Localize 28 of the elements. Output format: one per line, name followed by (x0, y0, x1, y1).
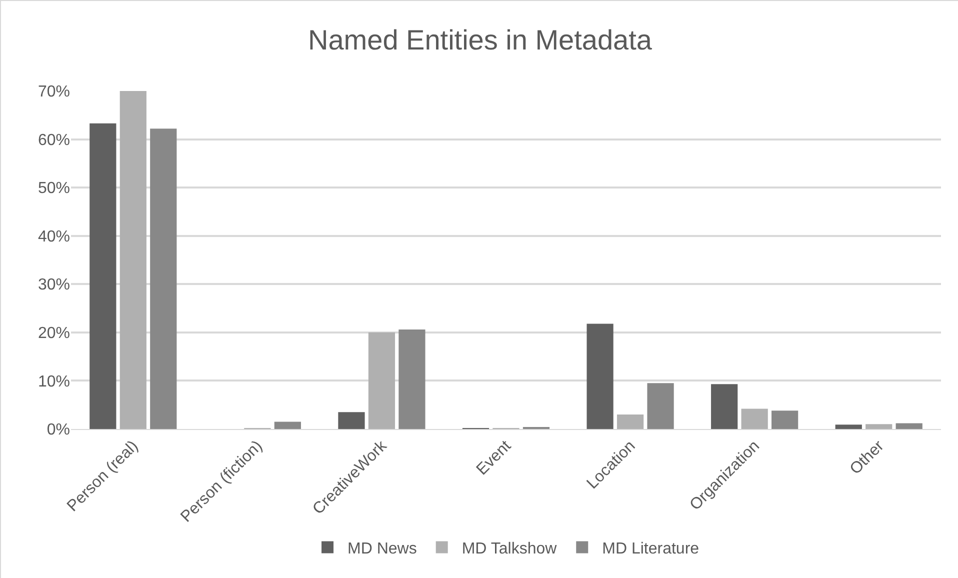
bar (647, 383, 674, 429)
bar (274, 422, 301, 429)
y-tick-label: 20% (38, 325, 70, 342)
y-tick-label: 60% (38, 132, 70, 149)
y-tick-label: 0% (46, 422, 70, 439)
legend-label: MD Literature (602, 540, 700, 558)
bar (338, 412, 365, 429)
y-tick-label: 30% (38, 276, 70, 294)
legend-label: MD Talkshow (462, 540, 558, 558)
y-tick-label: 40% (38, 228, 70, 246)
bar (90, 123, 116, 429)
y-tick-label: 10% (38, 373, 70, 390)
legend-label: MD News (348, 540, 417, 558)
bar (368, 332, 396, 429)
bar (866, 424, 892, 429)
bar (896, 423, 922, 429)
bar (772, 410, 798, 429)
bar (835, 424, 862, 429)
y-tick-label: 70% (38, 84, 70, 101)
bar (150, 128, 177, 429)
bar (741, 408, 768, 429)
bar (586, 324, 614, 429)
bar (616, 414, 644, 429)
chart-title: Named Entities in Metadata (308, 24, 652, 56)
bar (398, 330, 426, 429)
y-tick-label: 50% (38, 180, 70, 198)
bar (711, 384, 738, 429)
bar (120, 91, 146, 429)
